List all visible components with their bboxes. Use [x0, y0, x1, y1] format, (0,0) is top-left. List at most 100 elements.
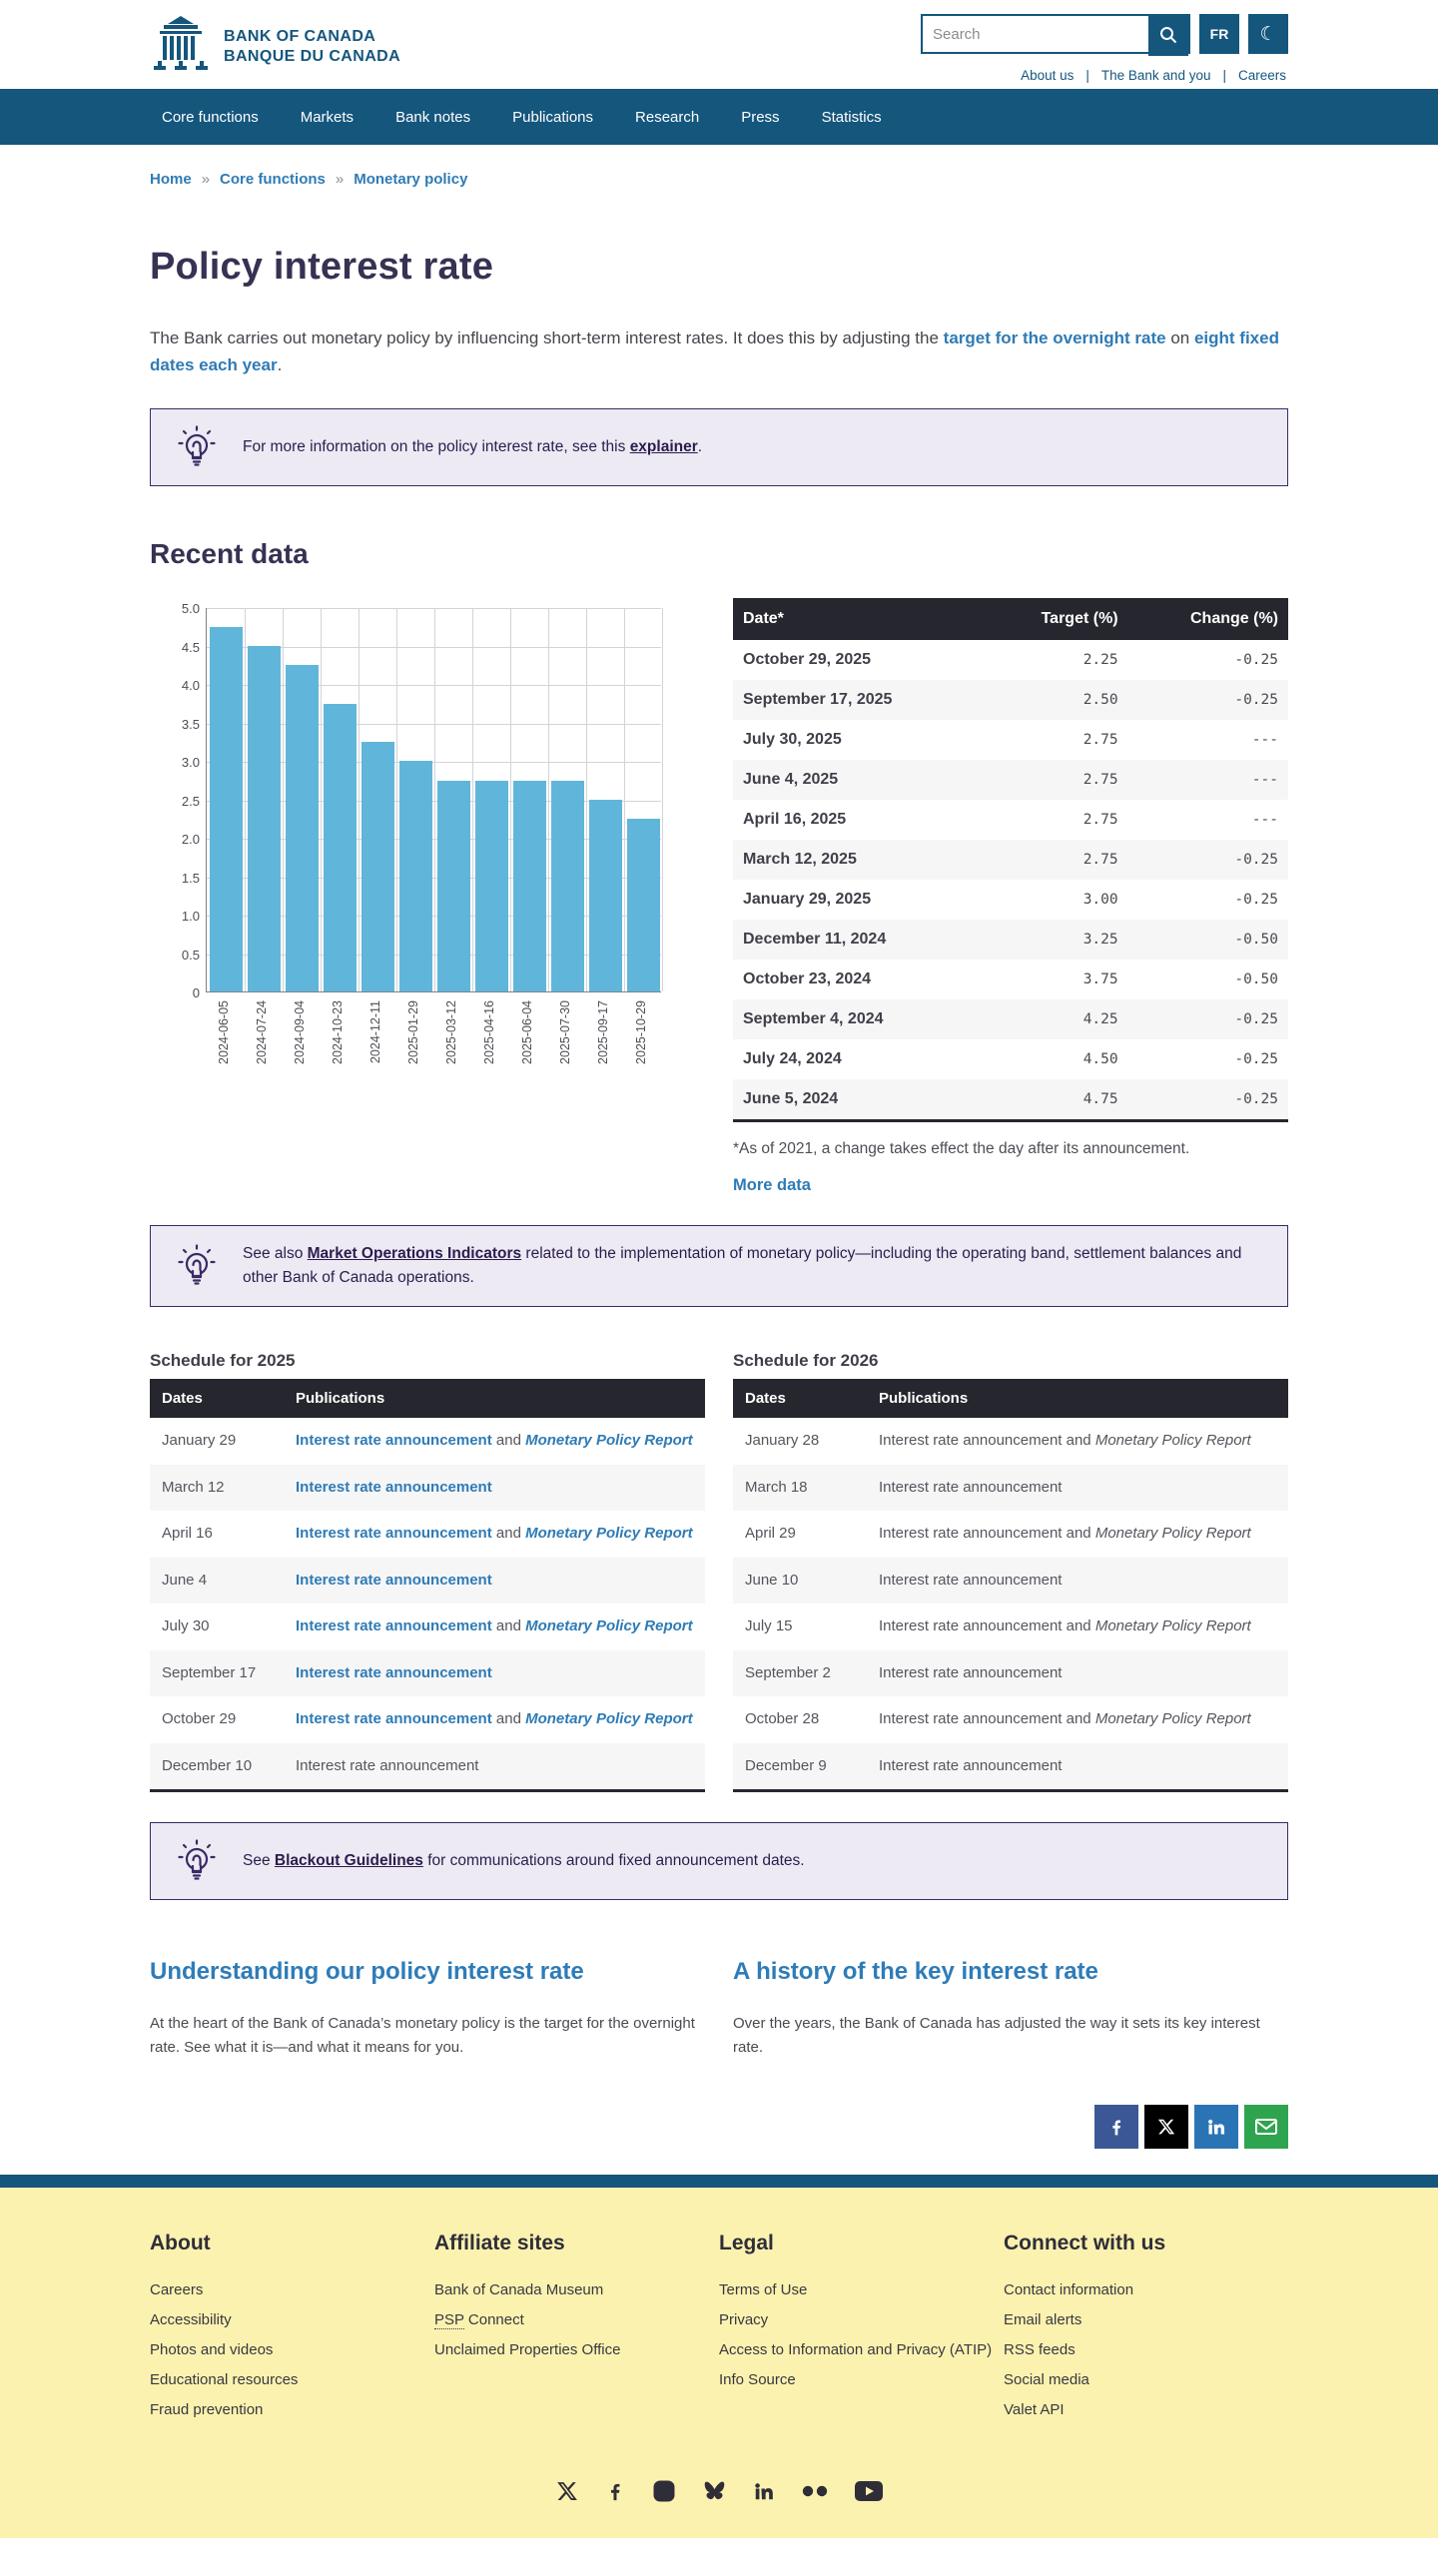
rate-table-row: October 29, 2025 2.25 -0.25 [733, 640, 1288, 680]
schedule-publications-cell: Interest rate announcement [284, 1558, 705, 1605]
share-linkedin-button[interactable] [1194, 2104, 1238, 2149]
footer-link-psp-connect[interactable]: PSP Connect [434, 2310, 524, 2329]
search-button[interactable] [1148, 16, 1188, 56]
footer-link-privacy[interactable]: Privacy [719, 2310, 769, 2328]
utility-nav-link-careers[interactable]: Careers [1237, 68, 1286, 83]
utility-nav-link-about-us[interactable]: About us [1021, 68, 1075, 83]
rate-table-header-change: Change (%) [1127, 598, 1288, 641]
bank-of-canada-logo[interactable]: BANK OF CANADA BANQUE DU CANADA [150, 14, 400, 79]
footer-list-item: Terms of Use [719, 2281, 1004, 2299]
monetary-policy-report-link[interactable]: Monetary Policy Report [525, 1432, 693, 1450]
interest-rate-announcement-link[interactable]: Interest rate announcement [296, 1478, 492, 1496]
interest-rate-announcement-link[interactable]: Interest rate announcement [296, 1432, 492, 1450]
search-bar [921, 14, 1190, 56]
interest-rate-announcement-link[interactable]: Interest rate announcement [296, 1710, 492, 1728]
nav-item-bank-notes[interactable]: Bank notes [395, 108, 471, 126]
footer-link-info-source[interactable]: Info Source [719, 2370, 796, 2388]
info-box-link[interactable]: Market Operations Indicators [307, 1245, 522, 1263]
dark-mode-toggle-button[interactable]: ☾ [1248, 14, 1288, 54]
breadcrumb-link-monetary-policy[interactable]: Monetary policy [354, 171, 468, 188]
monetary-policy-report-link[interactable]: Monetary Policy Report [525, 1525, 693, 1543]
footer-link-access-to-information-and-privacy-atip-[interactable]: Access to Information and Privacy (ATIP) [719, 2340, 993, 2358]
chart-bar [436, 780, 470, 992]
share-email-button[interactable] [1244, 2104, 1288, 2149]
chart-gridline [282, 608, 284, 992]
psp-abbr: PSP [434, 2310, 464, 2329]
nav-item-research[interactable]: Research [635, 108, 700, 126]
search-input[interactable] [923, 16, 1148, 52]
social-linkedin-link[interactable] [753, 2480, 775, 2507]
chart-y-tick-label: 0 [192, 985, 200, 1001]
utility-nav-separator: | [1085, 68, 1089, 83]
chart-x-tick-label: 2024-09-04 [293, 1000, 307, 1065]
nav-item-statistics[interactable]: Statistics [821, 108, 882, 126]
target-overnight-rate-link[interactable]: target for the overnight rate [943, 328, 1166, 347]
utility-nav-link-the-bank-and-you[interactable]: The Bank and you [1100, 68, 1211, 83]
footer-link-photos-and-videos[interactable]: Photos and videos [150, 2340, 274, 2358]
social-x-link[interactable] [556, 2480, 578, 2507]
footer-list-item: Email alerts [1004, 2311, 1288, 2329]
rate-change-cell: -0.25 [1234, 892, 1278, 909]
teaser-text: Over the years, the Bank of Canada has a… [733, 2015, 1260, 2056]
rate-date-cell: July 30, 2025 [743, 731, 842, 749]
monetary-policy-report-link[interactable]: Monetary Policy Report [525, 1617, 693, 1635]
facebook-icon [604, 2480, 626, 2507]
footer-link-careers[interactable]: Careers [150, 2280, 204, 2298]
footer-link-email-alerts[interactable]: Email alerts [1004, 2310, 1082, 2328]
info-box-link[interactable]: explainer [629, 438, 698, 456]
social-bluesky-link[interactable] [702, 2480, 727, 2507]
social-facebook-link[interactable] [604, 2480, 626, 2507]
schedule-row: September 2 Interest rate announcement [733, 1649, 1288, 1697]
rate-table-row: March 12, 2025 2.75 -0.25 [733, 840, 1288, 881]
rate-date-cell: September 17, 2025 [743, 691, 893, 709]
schedule-row: March 12 Interest rate announcement [150, 1464, 705, 1512]
eight-fixed-dates-link[interactable]: eight fixed dates each year [150, 328, 1279, 375]
language-toggle-button[interactable]: FR [1199, 14, 1239, 54]
interest-rate-announcement-link[interactable]: Interest rate announcement [296, 1571, 492, 1589]
footer-link-unclaimed-properties-office[interactable]: Unclaimed Properties Office [434, 2340, 621, 2358]
info-box-link[interactable]: Blackout Guidelines [274, 1852, 423, 1870]
breadcrumb-link-core-functions[interactable]: Core functions [220, 171, 326, 188]
rate-date-cell: June 4, 2025 [743, 771, 839, 789]
rate-table-row: July 30, 2025 2.75 --- [733, 720, 1288, 760]
footer-link-terms-of-use[interactable]: Terms of Use [719, 2280, 808, 2298]
footer-link-contact-information[interactable]: Contact information [1004, 2280, 1134, 2298]
teaser-heading-link[interactable]: A history of the key interest rate [733, 1958, 1098, 1986]
footer-link-social-media[interactable]: Social media [1004, 2370, 1089, 2388]
social-flickr-link[interactable] [801, 2484, 829, 2503]
schedule-row: October 28 Interest rate announcement and… [733, 1696, 1288, 1743]
schedule-row: September 17 Interest rate announcement [150, 1649, 705, 1697]
footer-link-accessibility[interactable]: Accessibility [150, 2310, 232, 2328]
interest-rate-announcement-link[interactable]: Interest rate announcement [296, 1617, 492, 1635]
monetary-policy-report-link[interactable]: Monetary Policy Report [525, 1710, 693, 1728]
breadcrumb-link-home[interactable]: Home [150, 171, 192, 188]
rate-change-cell: -0.50 [1234, 932, 1278, 949]
teaser-heading-link[interactable]: Understanding our policy interest rate [150, 1958, 584, 1986]
rate-target-cell: 2.75 [1082, 812, 1118, 829]
share-email-icon [1254, 2117, 1278, 2137]
schedule-date-cell: June 10 [745, 1571, 799, 1589]
footer-link-fraud-prevention[interactable]: Fraud prevention [150, 2400, 264, 2418]
nav-item-press[interactable]: Press [741, 108, 780, 126]
footer-link-rss-feeds[interactable]: RSS feeds [1004, 2340, 1076, 2358]
nav-item-publications[interactable]: Publications [512, 108, 594, 126]
chart-gridline [433, 608, 435, 992]
interest-rate-announcement-link[interactable]: Interest rate announcement [296, 1525, 492, 1543]
footer-link-educational-resources[interactable]: Educational resources [150, 2370, 299, 2388]
footer-link-bank-of-canada-museum[interactable]: Bank of Canada Museum [434, 2280, 604, 2298]
social-youtube-link[interactable] [854, 2480, 883, 2506]
more-data-link[interactable]: More data [733, 1176, 811, 1195]
teaser-understanding: Understanding our policy interest rate A… [150, 1958, 705, 2059]
schedule-date-cell: September 2 [745, 1663, 831, 1681]
interest-rate-announcement-text: Interest rate announcement [879, 1525, 1063, 1543]
nav-item-core-functions[interactable]: Core functions [162, 108, 259, 126]
schedule-date-cell: March 12 [162, 1478, 225, 1496]
share-x-button[interactable] [1144, 2104, 1188, 2149]
interest-rate-announcement-link[interactable]: Interest rate announcement [296, 1663, 492, 1681]
share-facebook-button[interactable] [1094, 2104, 1138, 2149]
schedule-date-cell: January 29 [162, 1432, 237, 1450]
footer-link-valet-api[interactable]: Valet API [1004, 2400, 1065, 2418]
nav-item-markets[interactable]: Markets [300, 108, 355, 126]
social-instagram-link[interactable] [652, 2479, 676, 2508]
rate-date-cell: January 29, 2025 [743, 891, 872, 909]
